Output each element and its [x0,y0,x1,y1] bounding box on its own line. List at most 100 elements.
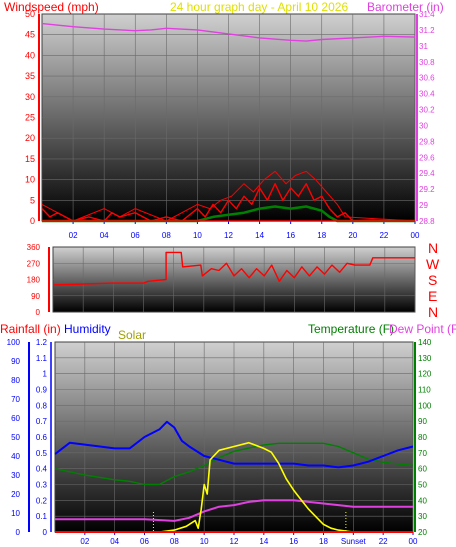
compass-label-n-top: N [428,240,439,256]
solar-axis-label: Solar [118,328,147,342]
humidity-y-tick-label: 90 [11,357,20,366]
conditions-panel-x-tick-label: 22 [379,537,388,546]
wind-panel-x-tick-label: 02 [69,231,78,240]
temperature-y-tick-label: 70 [418,449,427,458]
chart-title: 24 hour graph day - April 10 2026 [170,0,349,14]
wind-panel-x-tick-label: 16 [286,231,295,240]
direction-y-tick-label: 270 [27,259,41,268]
wind-panel-x-tick-label: 06 [131,231,140,240]
rainfall-y-tick-label: 0.8 [36,401,48,410]
conditions-panel-x-tick-label: 12 [230,537,239,546]
barometer-y-tick-label: 30.8 [419,58,435,67]
humidity-y-tick-label: 0 [16,528,21,537]
barometer-y-tick-label: 30 [419,121,428,130]
conditions-panel-x-tick-label: 14 [259,537,268,546]
windspeed-y-tick-label: 50 [25,9,35,19]
humidity-y-tick-label: 100 [7,338,21,347]
compass-label-n-bottom: N [428,304,439,320]
temperature-axis-label: Temperature (F) [308,322,395,336]
conditions-panel-x-tick-label: Sunset [341,537,367,546]
dewpoint-series-line [55,499,413,522]
solar-series-line [55,441,413,533]
barometer-y-tick-label: 31.2 [419,26,435,35]
temperature-y-tick-label: 50 [418,481,427,490]
barometer-y-tick-label: 30.2 [419,106,435,115]
compass-label-s: S [428,272,438,288]
barometer-y-tick-label: 29.8 [419,137,435,146]
wind-panel-x-tick-label: 00 [411,231,420,240]
conditions-panel-x-tick-label: 02 [80,537,89,546]
rainfall-axis-label: Rainfall (in) [0,322,61,336]
temperature-y-tick-label: 110 [418,386,431,395]
temperature-y-tick-label: 20 [418,528,427,537]
barometer-y-tick-label: 31 [419,42,428,51]
windspeed-y-tick-label: 5 [30,195,35,205]
humidity-y-tick-label: 10 [11,509,20,518]
windspeed-y-tick-label: 15 [25,154,35,164]
windspeed-series-line [41,182,415,222]
humidity-axis-label: Humidity [64,322,111,336]
humidity-y-tick-label: 80 [11,376,20,385]
wind-panel-x-tick-label: 10 [193,231,202,240]
windspeed-y-tick-label: 45 [25,30,35,40]
temperature-series-line [54,442,414,486]
rainfall-y-tick-label: 1 [43,370,48,379]
direction-y-tick-label: 0 [36,308,41,317]
barometer-y-tick-label: 28.8 [419,217,435,226]
rainfall-y-tick-label: 0.3 [36,481,48,490]
humidity-y-tick-label: 50 [11,433,20,442]
direction-y-tick-label: 180 [27,276,41,285]
rainfall-y-tick-label: 0.7 [36,417,48,426]
compass-label-w: W [426,256,440,272]
wind-panel-x-tick-label: 12 [224,231,233,240]
temperature-y-tick-label: 140 [418,338,432,347]
wind-direction-series-line [52,251,415,286]
direction-y-tick-label: 360 [27,243,41,252]
temperature-y-tick-label: 120 [418,370,432,379]
conditions-panel-x-tick-label: 18 [319,537,328,546]
windspeed-y-tick-label: 25 [25,113,35,123]
humidity-y-tick-label: 60 [11,414,20,423]
wind-panel-x-tick-label: 04 [100,231,109,240]
rainfall-y-tick-label: 0.6 [36,433,48,442]
temperature-y-tick-label: 60 [418,465,427,474]
rainfall-y-tick-label: 0.4 [36,465,48,474]
barometer-y-tick-label: 29.2 [419,185,435,194]
temperature-y-tick-label: 90 [418,417,427,426]
wind-panel-x-tick-label: 22 [379,231,388,240]
wind-panel-x-tick-label: 20 [348,231,357,240]
wind-panel-x-tick-label: 14 [255,231,264,240]
humidity-y-tick-label: 70 [11,395,20,404]
conditions-panel-x-tick-label: 16 [289,537,298,546]
windspeed-y-tick-label: 35 [25,71,35,81]
windspeed-y-tick-label: 0 [30,216,35,226]
average-wind-series-line [42,205,415,223]
barometer-series-line [41,22,416,42]
humidity-y-tick-label: 30 [11,471,20,480]
temperature-y-tick-label: 80 [418,433,427,442]
windspeed-y-tick-label: 40 [25,50,35,60]
conditions-panel-x-tick-label: 04 [110,537,119,546]
dewpoint-axis-label: Dew Point (F) [389,322,456,336]
humidity-y-tick-label: 40 [11,452,20,461]
barometer-y-tick-label: 30.6 [419,74,435,83]
wind-panel-x-tick-label: 08 [162,231,171,240]
wind-panel-x-tick-label: 18 [317,231,326,240]
conditions-panel-x-tick-label: 06 [140,537,149,546]
windspeed-y-tick-label: 10 [25,175,35,185]
temperature-y-tick-label: 40 [418,496,427,505]
barometer-y-tick-label: 29.6 [419,153,435,162]
windspeed-axis-label: Windspeed (mph) [4,0,99,14]
rainfall-y-tick-label: 0 [43,528,48,537]
barometer-axis-label: Barometer (in) [367,0,444,14]
compass-label-e: E [428,288,438,304]
conditions-panel-x-tick-label: 00 [409,537,418,546]
barometer-y-tick-label: 30.4 [419,90,435,99]
rainfall-y-tick-label: 1.1 [36,354,48,363]
barometer-y-tick-label: 29 [419,201,428,210]
conditions-panel-x-tick-label: 10 [200,537,209,546]
windspeed-y-tick-label: 30 [25,92,35,102]
windspeed-y-tick-label: 20 [25,133,35,143]
